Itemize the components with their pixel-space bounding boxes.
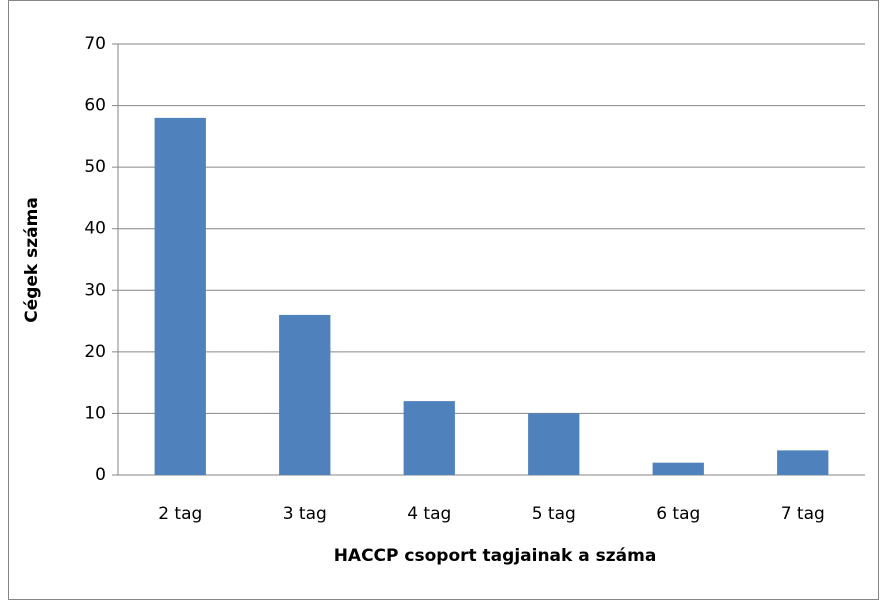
bar xyxy=(528,413,580,475)
y-tick-label: 10 xyxy=(84,403,106,423)
x-tick-label: 6 tag xyxy=(656,504,700,524)
x-tick-label: 7 tag xyxy=(781,504,825,524)
y-tick-label: 50 xyxy=(84,157,106,177)
bar xyxy=(154,117,206,475)
x-tick-label: 5 tag xyxy=(532,504,576,524)
y-tick-label: 60 xyxy=(84,96,106,116)
chart-border xyxy=(8,0,879,600)
y-axis-label: Cégek száma xyxy=(22,197,42,323)
x-axis-label: HACCP csoport tagjainak a száma xyxy=(334,546,657,566)
x-tick-label: 2 tag xyxy=(158,504,202,524)
y-tick-label: 20 xyxy=(84,342,106,362)
bar xyxy=(279,314,331,475)
y-tick-label: 70 xyxy=(84,34,106,54)
x-tick-label: 4 tag xyxy=(407,504,451,524)
y-tick-label: 30 xyxy=(84,280,106,300)
bar xyxy=(403,401,455,475)
x-tick-label: 3 tag xyxy=(283,504,327,524)
bar xyxy=(652,462,704,475)
y-tick-label: 0 xyxy=(95,465,106,485)
y-tick-label: 40 xyxy=(84,219,106,239)
bar xyxy=(777,450,829,475)
